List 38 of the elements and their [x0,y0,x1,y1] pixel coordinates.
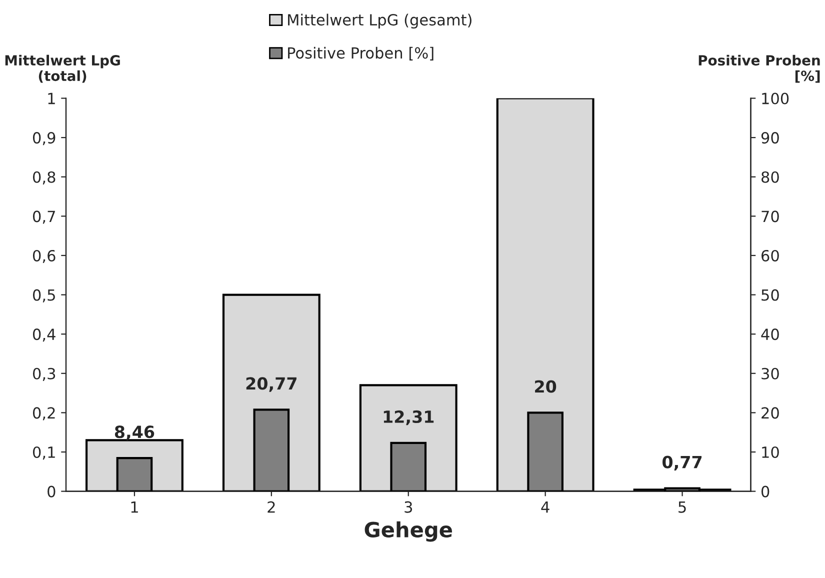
y2-tick-label: 80 [762,171,779,183]
y2-tick-label: 0 [761,486,770,498]
y2-tick-label: 30 [762,368,779,380]
y-tick-label: 0,3 [32,368,56,381]
y-tick-label: 0,6 [32,250,56,264]
y-tick-label: 0,9 [32,132,56,146]
y-tick-label: 0,4 [32,328,56,342]
y-tick-label: 0,8 [32,171,56,184]
y2-tick-label: 50 [762,289,779,301]
bar [496,98,594,492]
y2-axis-title: Positive Proben [%] [698,54,820,83]
legend-label: Positive Proben [%] [288,46,434,60]
x-tick-label: 2 [268,501,275,513]
x-tick-label: 4 [541,501,550,513]
y-tick-label: 0,5 [32,289,55,302]
y-tick-label: 0,2 [32,407,55,420]
y2-tick-label: 90 [761,132,779,144]
y2-tick-label: 70 [762,210,779,222]
y-tick-label: 0 [48,486,56,498]
y-tick-label: 0,1 [32,446,55,460]
data-label: 20,77 [246,377,296,392]
data-label: 12,31 [384,410,434,426]
y2-tick-label: 100 [762,92,789,104]
y2-tick-label: 60 [762,250,779,262]
x-tick-label: 5 [678,501,686,513]
y-axis-title: Mittelwert LpG (total) [5,54,120,83]
x-tick-label: 3 [404,501,412,513]
data-label: 0,77 [662,456,702,471]
data-label: 20 [535,380,556,393]
y-tick-label: 0,7 [32,210,55,224]
y-tick-label: 1 [48,92,55,104]
x-axis-title: Gehege [364,521,452,542]
data-label: 8,46 [114,426,154,440]
legend-label: Mittelwert LpG (gesamt) [288,14,472,29]
x-tick-label: 1 [131,501,138,513]
y2-tick-label: 10 [762,446,779,458]
y2-tick-label: 40 [761,328,779,340]
y2-tick-label: 20 [762,407,779,419]
